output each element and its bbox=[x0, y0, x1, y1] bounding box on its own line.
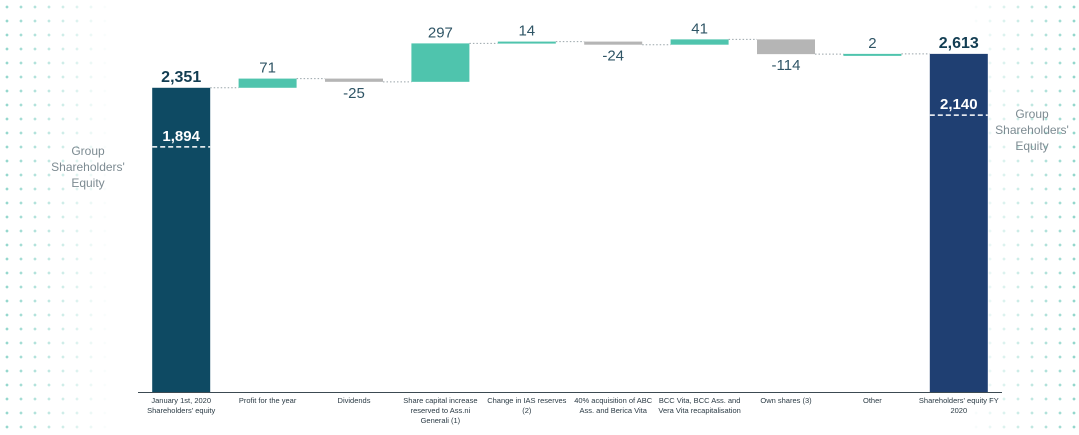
bar-2 bbox=[325, 78, 383, 82]
group-equity-note-right: Group Shareholders' Equity bbox=[995, 107, 1069, 153]
bar-1 bbox=[238, 78, 297, 88]
group-equity-note-left: Group Shareholders' Equity bbox=[51, 144, 125, 190]
category-label-3: Share capital increase reserved to Ass.n… bbox=[403, 396, 478, 425]
value-label-0: 2,351 bbox=[161, 69, 201, 86]
left-dot-decoration bbox=[0, 0, 110, 435]
value-label-2: -25 bbox=[343, 85, 365, 102]
group-equity-label-0: 1,894 bbox=[162, 128, 200, 145]
category-label-2: Dividends bbox=[337, 396, 371, 405]
category-label-6: BCC Vita, BCC Ass. and Vera Vita recapit… bbox=[658, 396, 741, 415]
bar-6 bbox=[670, 39, 729, 45]
bar-7 bbox=[757, 39, 815, 55]
bar-3 bbox=[411, 43, 470, 82]
value-label-3: 297 bbox=[428, 24, 453, 41]
value-label-9: 2,613 bbox=[939, 35, 979, 52]
category-label-0: January 1st, 2020 Shareholders' equity bbox=[147, 396, 216, 415]
category-label-4: Change in IAS reserves (2) bbox=[487, 396, 567, 415]
value-label-8: 2 bbox=[868, 35, 876, 52]
bar-0 bbox=[152, 87, 211, 392]
bar-4 bbox=[497, 41, 556, 44]
group-equity-label-1: 2,140 bbox=[940, 96, 978, 113]
bar-9 bbox=[929, 53, 988, 392]
category-label-5: 40% acquisition of ABC Ass. and Berica V… bbox=[574, 396, 653, 415]
category-label-1: Profit for the year bbox=[238, 396, 297, 405]
category-label-9: Shareholders' equity FY 2020 bbox=[918, 396, 999, 415]
category-label-7: Own shares (3) bbox=[760, 396, 812, 405]
value-label-7: -114 bbox=[772, 57, 801, 74]
value-label-4: 14 bbox=[518, 23, 535, 40]
value-label-5: -24 bbox=[602, 48, 624, 65]
value-label-6: 41 bbox=[691, 20, 708, 37]
category-label-8: Other bbox=[863, 396, 882, 405]
bar-8 bbox=[843, 53, 902, 56]
value-label-1: 71 bbox=[259, 60, 276, 77]
bar-5 bbox=[584, 41, 643, 45]
